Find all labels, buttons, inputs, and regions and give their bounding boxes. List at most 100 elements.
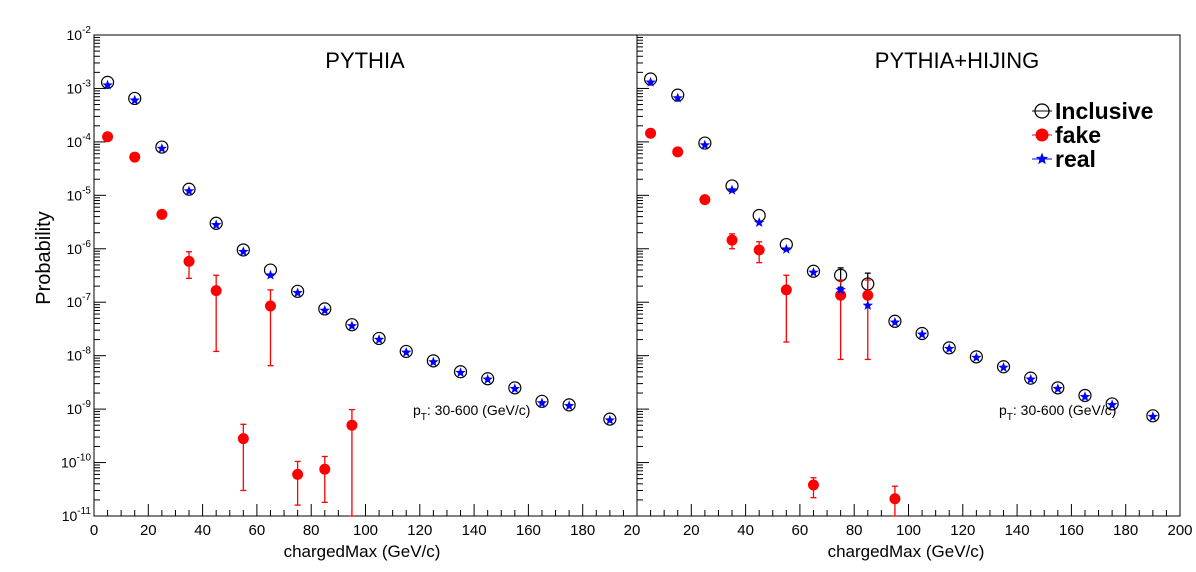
point-inclusive [806,264,821,278]
point-real [753,217,765,227]
point-inclusive [671,88,685,102]
point-real [604,414,616,425]
y-tick-label: 10-7 [67,292,92,310]
point-real [482,373,493,384]
point-inclusive [291,284,305,298]
point-inclusive [996,360,1011,374]
point-inclusive [100,75,115,89]
panel-title-2: PYTHIA+HIJING [875,48,1039,73]
y-tick-label: 10-10 [61,453,91,471]
point-inclusive [969,350,983,364]
point-inclusive [426,354,440,368]
pt-range-annotation: pT: 30-600 (GeV/c) [413,402,530,423]
point-inclusive [562,398,576,412]
point-real [1052,383,1064,394]
point-inclusive [236,243,250,257]
point-fake [699,194,711,206]
point-real [808,266,819,277]
point-real [400,346,412,357]
point-real [971,352,982,363]
point-real [102,79,113,90]
point-inclusive [128,91,142,106]
point-fake [726,234,738,246]
x-tick-label: 100 [353,522,378,539]
y-tick-label: 10-6 [67,239,92,257]
legend-label-inclusive: Inclusive [1055,98,1153,124]
point-inclusive [209,216,223,230]
point-fake [156,208,168,220]
x-tick-label: 160 [516,522,541,539]
point-fake [346,419,358,431]
point-inclusive [318,302,332,316]
point-fake [292,468,304,480]
marks-layer [100,72,1160,517]
point-inclusive [453,365,468,379]
point-real [672,92,683,103]
point-real [889,316,901,327]
y-axis-label: Probability [33,211,55,304]
point-fake [129,151,141,163]
point-inclusive [1146,409,1160,423]
y-tick-label: 10-11 [62,506,92,524]
point-fake [264,300,276,312]
point-real [319,305,331,315]
y-tick-label: 10-2 [67,25,92,43]
point-real [373,334,385,345]
x-tick-label: 140 [462,522,487,539]
x-tick-label: 100 [896,522,921,539]
point-real [862,299,874,310]
axes-layer: 0 20 40 60 80 100 120 140 160 180 20 PYTHIA pT: 30-6… [61,25,1193,561]
point-inclusive [1078,388,1092,403]
point-inclusive [481,372,495,386]
point-real [129,94,140,105]
point-fake [183,255,195,267]
x-axis-label: chargedMax (GeV/c) [284,542,441,561]
x-tick-label: 200 [1167,522,1192,539]
point-real [183,185,195,196]
point-inclusive [535,394,549,408]
panel-title-1: PYTHIA [325,48,405,73]
point-inclusive [182,182,196,196]
point-inclusive [603,412,617,426]
point-inclusive [915,326,929,341]
legend-label-fake: fake [1055,122,1101,148]
point-fake [862,289,874,301]
point-real [916,328,928,339]
x-tick-label: 180 [1113,522,1138,539]
point-inclusive [698,136,712,150]
point-real [943,343,955,354]
point-inclusive [372,331,386,346]
point-inclusive [643,72,658,86]
point-real [835,284,846,295]
point-real [238,246,249,257]
point-fake [835,289,847,301]
x-tick-label: 140 [1005,522,1030,539]
point-real [156,143,168,154]
point-fake [672,146,684,158]
x-tick-label: 20 [140,522,157,539]
point-fake [102,131,114,143]
point-real [428,356,439,367]
y-tick-label: 10-3 [67,78,92,96]
point-fake [645,127,657,139]
x-tick-label: 20 [624,522,641,539]
plot-frame-1 [93,34,638,517]
point-fake [210,285,222,297]
x-tick-label: 120 [950,522,975,539]
point-fake [889,493,901,505]
point-real [1106,399,1118,410]
point-inclusive [1051,381,1065,395]
point-real [645,76,656,87]
point-real [265,269,276,280]
point-fake [319,463,331,475]
point-real [726,184,738,195]
point-real [210,219,222,230]
y-tick-label: 10-4 [67,132,92,150]
y-tick-label: 10-9 [67,399,92,417]
point-real [536,397,548,408]
y-tick-label: 10-8 [67,346,92,364]
x-axis-label: chargedMax (GeV/c) [828,542,985,561]
point-real [699,139,711,150]
